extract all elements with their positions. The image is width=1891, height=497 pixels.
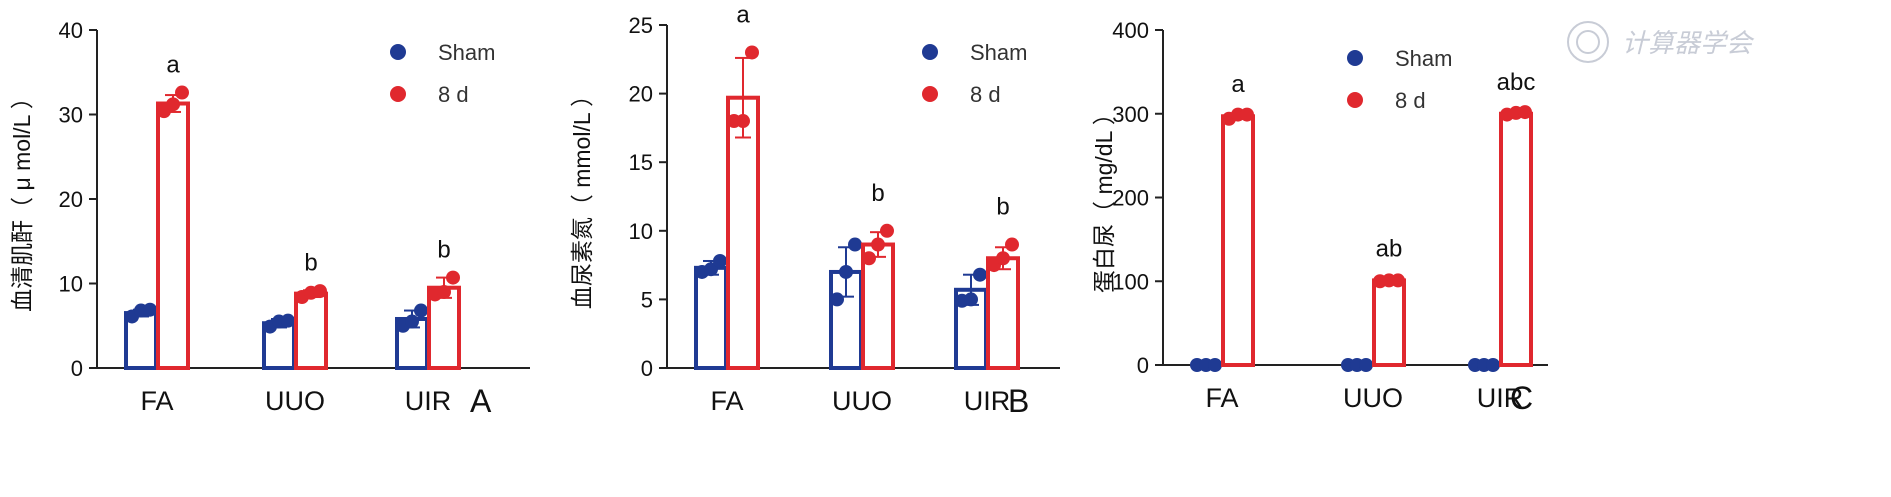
- y-tick-label: 0: [1137, 353, 1149, 378]
- x-category-label: UUO: [832, 386, 892, 416]
- legend-marker-sham: [922, 44, 938, 60]
- y-tick-label: 10: [59, 272, 83, 297]
- point-8d: [313, 284, 327, 299]
- x-category-label: FA: [1205, 383, 1238, 413]
- y-tick-label: 100: [1112, 269, 1149, 294]
- legend-marker-8d: [922, 86, 938, 102]
- point-8d: [175, 85, 189, 100]
- point-sham: [1359, 358, 1373, 372]
- seal-icon: [1567, 21, 1609, 63]
- y-axis-title: 血尿素氮（ mmol/L ）: [569, 84, 595, 309]
- y-tick-label: 20: [629, 82, 653, 107]
- point-sham: [1486, 358, 1500, 372]
- legend-label: 8 d: [1395, 88, 1426, 113]
- x-category-label: FA: [710, 386, 743, 416]
- point-8d: [745, 45, 759, 60]
- chart-panel-a: 0 10 20 30 40 血清肌酐（ μ mol/L ） a FA b UUO b UIR A Sham…: [9, 18, 530, 419]
- point-sham: [1208, 358, 1222, 372]
- significance-label: ab: [1376, 236, 1403, 263]
- y-tick-label: 300: [1112, 102, 1149, 127]
- x-category-label: UIR: [964, 386, 1011, 416]
- point-8d: [1518, 105, 1532, 120]
- chart-panel-c: 0 100 200 300 400 蛋白尿（ mg/dL ） a FA ab UUO abc UIRC…: [1091, 18, 1548, 416]
- y-tick-label: 0: [71, 356, 83, 381]
- legend-label: 8 d: [970, 82, 1001, 107]
- panel-letter: B: [1008, 383, 1029, 419]
- point-sham: [704, 262, 718, 277]
- point-sham: [143, 302, 157, 317]
- significance-label: b: [996, 194, 1009, 221]
- x-category-label: UIR: [405, 386, 452, 416]
- bar-8d-fa: [156, 101, 190, 370]
- seal-inner-ring: [1576, 30, 1600, 54]
- point-8d: [736, 114, 750, 129]
- y-tick-label: 10: [629, 219, 653, 244]
- y-tick-label: 15: [629, 150, 653, 175]
- legend-marker-8d: [1347, 92, 1363, 108]
- point-sham: [973, 267, 987, 282]
- x-category-label: FA: [140, 386, 173, 416]
- y-tick-label: 400: [1112, 18, 1149, 43]
- significance-label: b: [871, 180, 884, 207]
- significance-label: a: [1231, 71, 1245, 98]
- watermark-text: 计算器学会: [1622, 29, 1755, 59]
- point-sham: [281, 313, 295, 328]
- y-tick-label: 5: [641, 287, 653, 312]
- y-tick-label: 25: [629, 13, 653, 38]
- legend-marker-8d: [390, 86, 406, 102]
- point-sham: [839, 264, 853, 279]
- point-8d: [166, 97, 180, 112]
- y-tick-label: 30: [59, 103, 83, 128]
- y-axis-title: 蛋白尿（ mg/dL ）: [1091, 102, 1117, 293]
- bar-8d-uir: [1499, 111, 1533, 367]
- significance-label: a: [736, 1, 750, 28]
- bar-8d-fa: [726, 95, 760, 370]
- y-tick-label: 200: [1112, 186, 1149, 211]
- y-axis-title: 血清肌酐（ μ mol/L ）: [9, 86, 35, 312]
- point-8d: [880, 223, 894, 238]
- bar-8d-fa: [1221, 114, 1255, 367]
- significance-label: abc: [1497, 69, 1536, 96]
- x-category-label: UIR: [1477, 383, 1524, 413]
- legend-label: Sham: [970, 40, 1027, 65]
- y-tick-label: 40: [59, 18, 83, 43]
- panel-letter: C: [1510, 380, 1533, 416]
- point-sham: [713, 253, 727, 268]
- legend-label: Sham: [438, 40, 495, 65]
- point-8d: [1391, 273, 1405, 288]
- bar-8d-uir: [986, 256, 1020, 370]
- significance-label: b: [437, 237, 450, 264]
- point-8d: [1005, 237, 1019, 252]
- bar-8d-uuo: [294, 291, 328, 371]
- panel-letter: A: [470, 383, 492, 419]
- bar-sham-fa: [694, 265, 728, 370]
- point-sham: [830, 292, 844, 307]
- point-8d: [871, 237, 885, 252]
- bar-sham-fa: [124, 311, 158, 371]
- point-sham: [405, 314, 419, 329]
- legend-marker-sham: [1347, 50, 1363, 66]
- bar-8d-uuo: [1372, 278, 1406, 368]
- significance-label: a: [166, 52, 180, 79]
- point-sham: [414, 303, 428, 318]
- y-tick-label: 0: [641, 356, 653, 381]
- point-8d: [862, 251, 876, 266]
- legend-label: 8 d: [438, 82, 469, 107]
- point-8d: [446, 270, 460, 285]
- legend-marker-sham: [390, 44, 406, 60]
- point-sham: [964, 292, 978, 307]
- point-sham: [848, 237, 862, 252]
- x-category-label: UUO: [265, 386, 325, 416]
- y-tick-label: 20: [59, 187, 83, 212]
- watermark: 计算器学会: [1567, 21, 1755, 63]
- point-8d: [996, 251, 1010, 266]
- x-category-label: UUO: [1343, 383, 1403, 413]
- point-8d: [1240, 107, 1254, 122]
- significance-label: b: [304, 249, 317, 276]
- legend-label: Sham: [1395, 46, 1452, 71]
- point-8d: [437, 284, 451, 299]
